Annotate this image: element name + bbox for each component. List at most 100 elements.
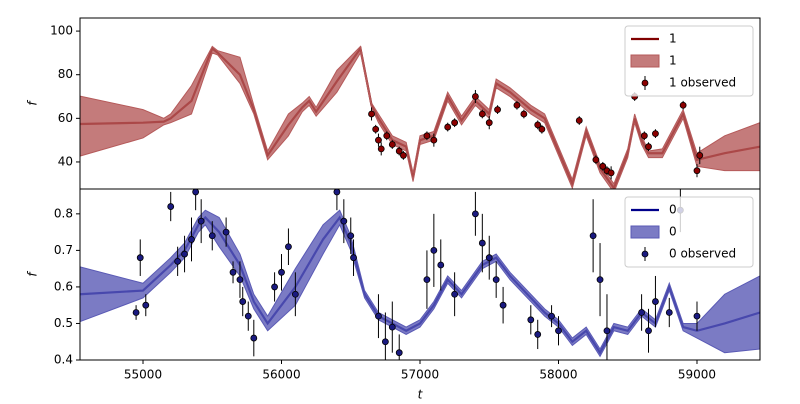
y-tick-label: 0.7 [54, 243, 73, 257]
observed-point [652, 298, 659, 305]
observed-point [513, 101, 521, 109]
observed-point [437, 261, 445, 269]
observed-point [679, 101, 687, 109]
observed-point [136, 254, 144, 262]
y-tick-label: 0.6 [54, 279, 73, 293]
observed-point [375, 136, 382, 144]
observed-point [399, 152, 407, 159]
plot-area [80, 189, 760, 360]
observed-point [451, 290, 459, 298]
observed-point [638, 309, 645, 316]
legend-box [624, 196, 754, 268]
observed-point [592, 156, 600, 164]
observed-point [640, 132, 648, 140]
observed-point [229, 268, 237, 276]
observed-point [599, 162, 607, 170]
observed-point [485, 119, 493, 127]
observed-point [494, 106, 501, 114]
observed-point [603, 327, 611, 335]
observed-point [197, 217, 205, 225]
observed-point [485, 254, 493, 262]
legend-box [624, 25, 754, 97]
observed-point [499, 301, 507, 309]
observed-point [271, 283, 278, 291]
observed-point [478, 110, 486, 118]
y-tick-label: 0.8 [54, 206, 73, 220]
observed-point [381, 338, 389, 346]
observed-point [388, 141, 396, 148]
observed-point [520, 110, 528, 118]
observed-point [285, 243, 292, 251]
legend-label: 0 [669, 203, 677, 217]
observed-point [492, 276, 500, 284]
legend-patch [630, 54, 660, 68]
observed-point [534, 331, 542, 338]
observed-point [430, 246, 438, 254]
observed-point [444, 123, 452, 131]
x-tick-label: 57000 [401, 368, 439, 382]
observed-point [596, 276, 604, 284]
observed-point [645, 143, 652, 151]
x-axis-label: t [418, 388, 424, 401]
observed-point [395, 349, 403, 357]
observed-point [347, 232, 355, 240]
legend-label: 1 [669, 32, 677, 46]
observed-point [368, 110, 375, 118]
y-tick-label: 100 [50, 24, 73, 38]
legend-marker [641, 250, 649, 258]
observed-point [693, 312, 701, 320]
y-tick-label: 80 [58, 67, 73, 81]
plot-area [80, 45, 760, 189]
legend-label: 0 [669, 225, 677, 239]
observed-point [395, 147, 403, 155]
observed-point [693, 167, 701, 175]
observed-point [236, 276, 244, 284]
observed-point [645, 327, 652, 335]
legend-label: 1 [669, 54, 677, 68]
observed-point [372, 125, 380, 133]
y-tick-label: 0.5 [54, 316, 73, 330]
observed-point [181, 250, 188, 258]
observed-point [350, 254, 357, 262]
observed-point [188, 236, 195, 243]
observed-point [388, 323, 396, 331]
observed-point [244, 312, 252, 320]
observed-point [538, 125, 546, 133]
y-tick-label: 40 [58, 154, 73, 168]
observed-point [471, 93, 479, 100]
observed-point [142, 301, 150, 309]
observed-point [375, 312, 382, 320]
observed-point [383, 132, 391, 140]
x-tick-label: 55000 [124, 368, 162, 382]
observed-point [589, 232, 597, 240]
observed-point [278, 268, 285, 276]
observed-point [423, 276, 431, 284]
legend-patch [630, 225, 660, 239]
y-tick-label: 0.4 [54, 353, 73, 367]
observed-point [430, 136, 438, 144]
observed-point [652, 130, 659, 137]
x-tick-label: 56000 [262, 368, 300, 382]
observed-point [471, 210, 479, 218]
observed-point [607, 169, 615, 177]
x-tick-label: 58000 [539, 368, 577, 382]
confidence-band [80, 45, 760, 189]
observed-point [250, 334, 258, 342]
legend-label: 0 observed [669, 247, 736, 261]
observed-point [665, 309, 673, 316]
observed-point [132, 309, 140, 316]
observed-point [548, 312, 555, 320]
observed-point [423, 132, 431, 140]
legend-marker [641, 79, 649, 87]
legend-label: 1 observed [669, 76, 736, 90]
observed-point [527, 316, 535, 324]
observed-point [451, 119, 459, 127]
observed-point [167, 203, 175, 210]
x-tick-label: 59000 [678, 368, 716, 382]
observed-point [555, 327, 562, 335]
y-axis-label: f [26, 100, 40, 106]
observed-point [174, 257, 182, 265]
observed-point [340, 217, 348, 225]
observed-point [696, 152, 704, 159]
